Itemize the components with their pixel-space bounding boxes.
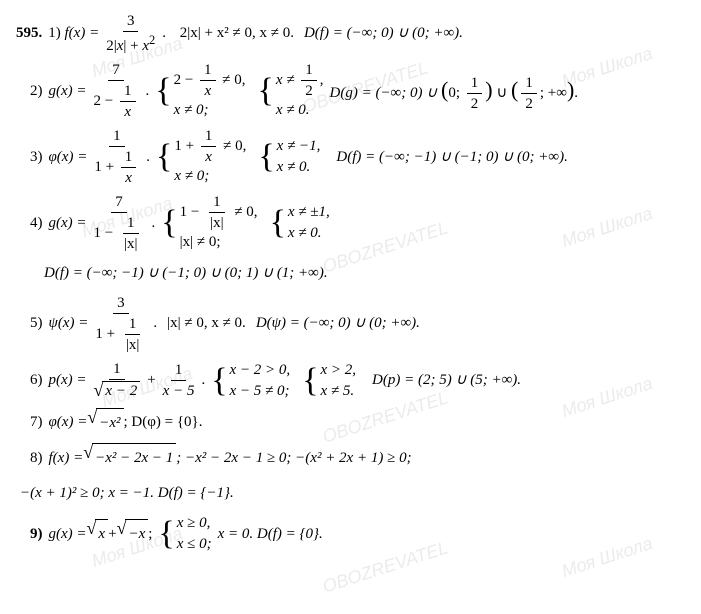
func-name: g(x) =	[49, 520, 87, 549]
item-label: 8)	[30, 444, 43, 473]
func-name: p(x) =	[49, 366, 87, 395]
system-1: { x − 2 > 0, x − 5 ≠ 0;	[211, 360, 290, 402]
system-1: { 1 − 1|x| ≠ 0, |x| ≠ 0;	[161, 193, 257, 253]
item-label: 2)	[30, 77, 43, 106]
problem-5: 5) ψ(x) = 3 1 + 1|x| . |x| ≠ 0, x ≠ 0. D…	[16, 294, 685, 354]
domain: D(ψ) = (−∞; 0) ∪ (0; +∞).	[256, 309, 420, 338]
sqrt-2: √−x	[117, 519, 149, 549]
item-label: 9)	[30, 520, 43, 549]
sqrt-1: √x	[87, 519, 109, 549]
item-label: 3)	[30, 143, 43, 172]
domain: D(f) = (−∞; −1) ∪ (−1; 0) ∪ (0; +∞).	[336, 143, 567, 172]
domain: D(g) = (−∞; 0) ∪ (0; 12) ∪ (12; +∞).	[330, 69, 579, 113]
fraction: 7 2 − 1x	[90, 61, 143, 121]
system-2: { x > 2, x ≠ 5.	[302, 360, 356, 402]
problem-8-line2: −(x + 1)² ≥ 0; x = −1. D(f) = {−1}.	[20, 479, 685, 508]
fraction: 7 1 − 1|x|	[90, 193, 149, 253]
sqrt: √−x² − 2x − 1	[83, 443, 176, 473]
exercise-number: 595.	[16, 19, 42, 48]
system-1: { 1 + 1x ≠ 0, x ≠ 0;	[156, 127, 246, 187]
domain: D(p) = (2; 5) ∪ (5; +∞).	[372, 366, 521, 395]
func-name: f(x) =	[65, 19, 100, 48]
problem-3: 3) φ(x) = 1 1 + 1x . { 1 + 1x ≠ 0, x ≠ 0…	[16, 127, 685, 187]
problem-1: 595. 1) f(x) = 3 2|x| + x2 . 2|x| + x² ≠…	[16, 12, 685, 55]
func-name: ψ(x) =	[49, 309, 89, 338]
system-2: { x ≠ ±1, x ≠ 0.	[270, 202, 330, 244]
system-2: { x ≠ 12, x ≠ 0.	[258, 61, 324, 121]
fraction-2: 1 x − 5	[159, 361, 199, 400]
item-label: 5)	[30, 309, 43, 338]
problem-9: 9) g(x) = √x + √−x ; { x ≥ 0, x ≤ 0; x =…	[16, 513, 685, 555]
func-name: φ(x) =	[49, 408, 88, 437]
func-name: g(x) =	[49, 209, 87, 238]
condition: |x| ≠ 0, x ≠ 0.	[167, 309, 246, 338]
domain: D(f) = (−∞; 0) ∪ (0; +∞).	[304, 19, 463, 48]
condition: 2|x| + x² ≠ 0, x ≠ 0.	[176, 19, 294, 48]
func-name: f(x) =	[49, 444, 84, 473]
system-2: { x ≠ −1, x ≠ 0.	[258, 136, 320, 178]
system-1: { 2 − 1x ≠ 0, x ≠ 0;	[155, 61, 245, 121]
item-label: 7)	[30, 408, 43, 437]
fraction: 3 1 + 1|x|	[91, 294, 150, 354]
func-name: g(x) =	[49, 77, 87, 106]
problem-6: 6) p(x) = 1 √x − 2 + 1 x − 5 . { x − 2 >…	[16, 360, 685, 402]
problem-2: 2) g(x) = 7 2 − 1x . { 2 − 1x ≠ 0, x ≠ 0…	[16, 61, 685, 121]
problem-8: 8) f(x) = √−x² − 2x − 1 ; −x² − 2x − 1 ≥…	[16, 443, 685, 473]
item-label: 4)	[30, 209, 43, 238]
problem-4-domain: D(f) = (−∞; −1) ∪ (−1; 0) ∪ (0; 1) ∪ (1;…	[44, 259, 685, 288]
fraction: 1 1 + 1x	[90, 127, 143, 187]
sqrt: √−x²	[87, 408, 123, 438]
item-label: 1)	[48, 19, 61, 48]
item-label: 6)	[30, 366, 43, 395]
fraction-1: 1 √x − 2	[90, 360, 145, 401]
func-name: φ(x) =	[49, 143, 88, 172]
problem-7: 7) φ(x) = √−x² ; D(φ) = {0}.	[16, 408, 685, 438]
system: { x ≥ 0, x ≤ 0;	[158, 513, 211, 555]
fraction: 3 2|x| + x2	[102, 12, 159, 55]
problem-4: 4) g(x) = 7 1 − 1|x| . { 1 − 1|x| ≠ 0, |…	[16, 193, 685, 253]
